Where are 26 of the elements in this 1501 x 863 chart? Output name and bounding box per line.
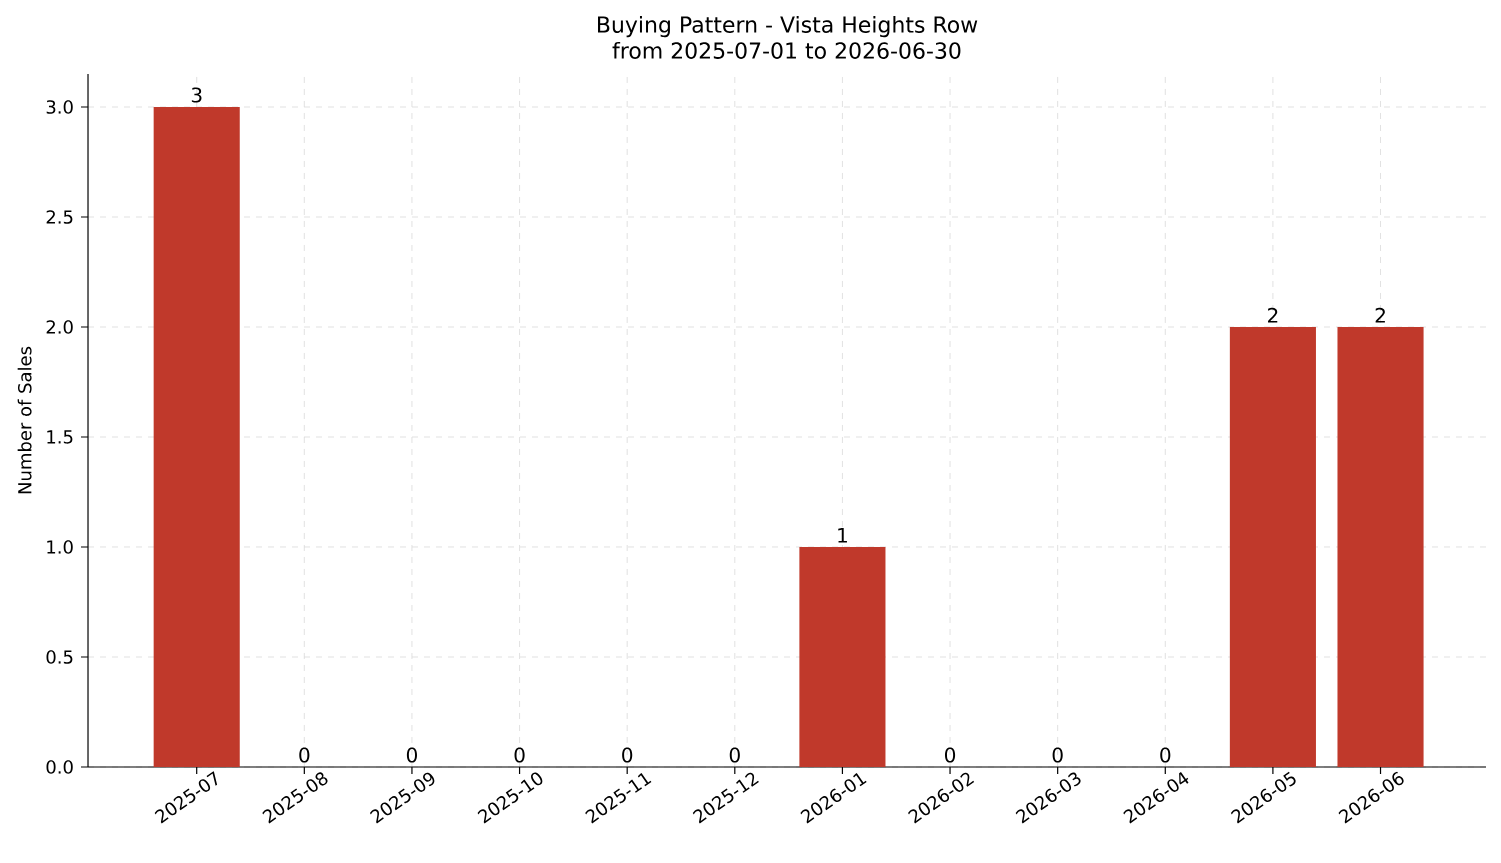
y-tick-label: 0.0 (46, 760, 73, 774)
data-label: 0 (622, 747, 633, 763)
data-label: 0 (729, 747, 740, 763)
bar (1337, 326, 1424, 767)
data-label: 2 (1268, 307, 1278, 323)
y-axis-title: Number of Sales (17, 346, 32, 494)
y-tick-label: 1.5 (47, 430, 73, 444)
bar (799, 546, 886, 767)
data-label: 0 (1160, 747, 1171, 763)
chart-title: Buying Pattern - Vista Heights Row (598, 15, 978, 38)
data-label: 3 (191, 87, 202, 103)
y-tick-label: 3.0 (46, 100, 73, 114)
data-label: 1 (838, 528, 847, 543)
y-tick-label: 2.0 (46, 320, 73, 334)
data-label: 2 (1375, 307, 1385, 323)
data-label: 0 (1052, 747, 1063, 763)
y-tick-label: 0.5 (46, 650, 73, 664)
bar (153, 106, 240, 767)
chart-subtitle: from 2025-07-01 to 2026-06-30 (612, 41, 961, 59)
data-label: 0 (945, 747, 956, 763)
bar (1229, 326, 1316, 767)
y-tick-label: 2.5 (46, 210, 73, 224)
data-label: 0 (406, 747, 417, 763)
data-label: 0 (514, 747, 525, 763)
y-tick-label: 1.0 (47, 540, 73, 554)
data-label: 0 (299, 747, 310, 763)
